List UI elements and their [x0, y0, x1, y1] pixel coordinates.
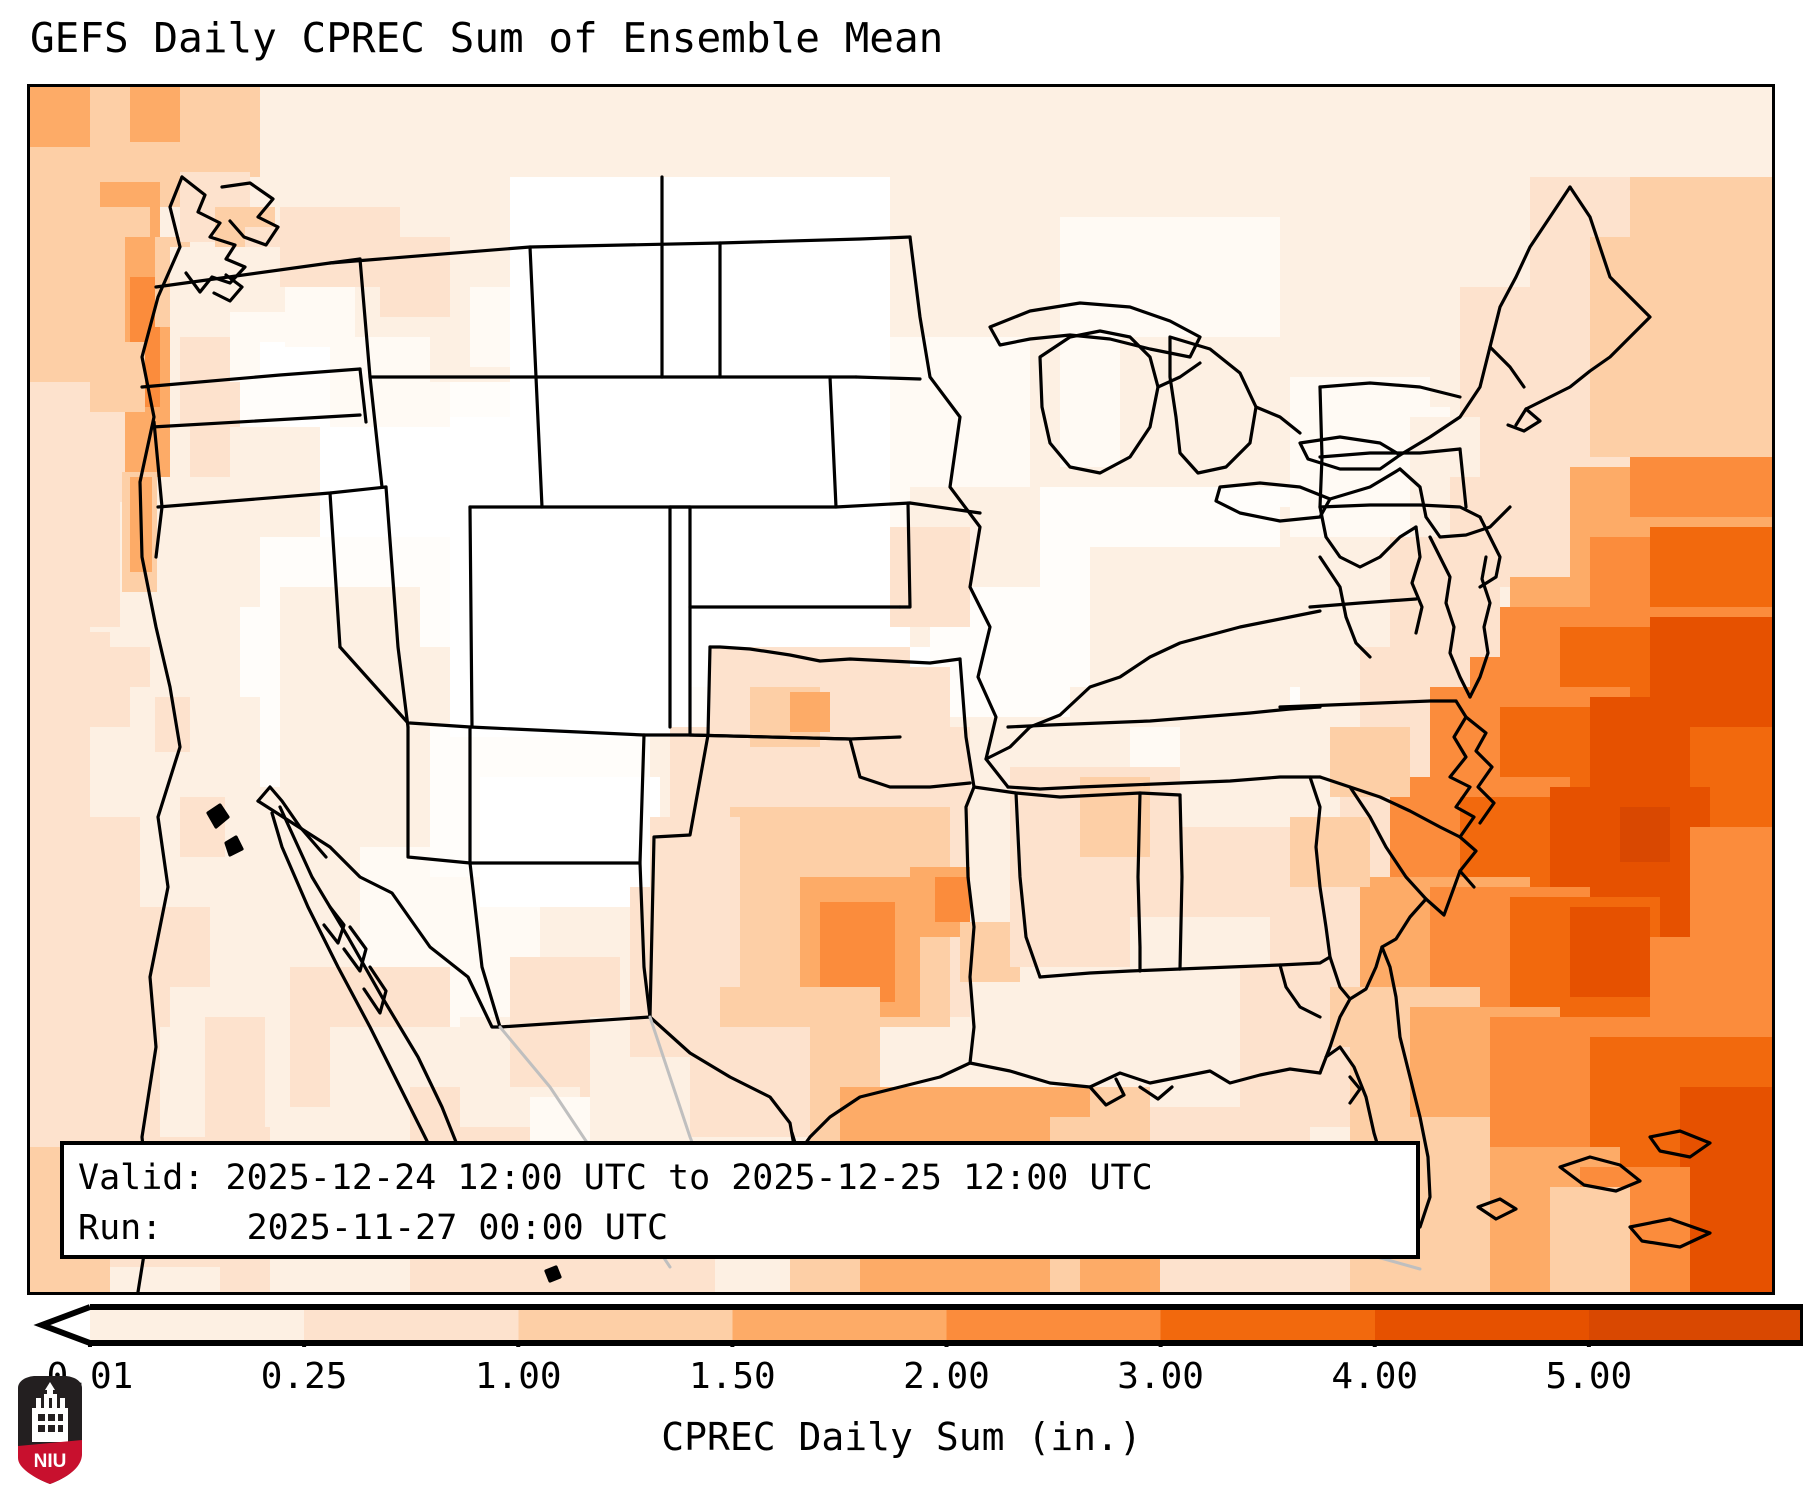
page-title: GEFS Daily CPREC Sum of Ensemble Mean — [30, 14, 944, 62]
precipitation-map — [30, 87, 1772, 1292]
map-panel — [27, 84, 1775, 1295]
colorbar-svg — [33, 1304, 1803, 1347]
colorbar-band — [732, 1307, 948, 1343]
run-time-line: Run: 2025-11-27 00:00 UTC — [78, 1208, 669, 1248]
niu-wordmark: NIU — [34, 1451, 67, 1472]
colorbar-tick-label: 2.00 — [903, 1356, 990, 1397]
colorbar-band — [518, 1307, 733, 1343]
colorbar-ticks — [88, 1343, 1591, 1347]
niu-castle-windows — [38, 1414, 63, 1432]
colorbar-tick-labels: 0.01 0.25 1.00 1.50 2.00 3.00 4.00 5.00 — [0, 1356, 1803, 1406]
colorbar-extend-min-arrow — [42, 1307, 90, 1343]
valid-time-line: Valid: 2025-12-24 12:00 UTC to 2025-12-2… — [78, 1158, 1153, 1198]
colorbar-bands — [45, 1307, 1803, 1343]
colorbar-tick-label: 0.25 — [260, 1356, 348, 1397]
colorbar-axis-title: CPREC Daily Sum (in.) — [661, 1415, 1142, 1459]
colorbar-band — [304, 1307, 519, 1343]
colorbar-band — [1160, 1307, 1376, 1343]
colorbar-tick-label: 5.00 — [1545, 1356, 1633, 1397]
colorbar-tick-label: 4.00 — [1331, 1356, 1419, 1397]
colorbar-band — [1588, 1307, 1803, 1343]
valid-run-info-box: Valid: 2025-12-24 12:00 UTC to 2025-12-2… — [60, 1141, 1420, 1259]
map-borders — [136, 175, 1712, 1292]
colorbar-band — [1374, 1307, 1590, 1343]
colorbar-tick-label: 1.50 — [689, 1356, 776, 1397]
colorbar[interactable] — [27, 1303, 1803, 1347]
colorbar-band — [946, 1307, 1162, 1343]
niu-banner — [18, 1440, 82, 1484]
colorbar-tick-label: 3.00 — [1117, 1356, 1204, 1397]
niu-logo: NIU — [18, 1376, 82, 1484]
colorbar-band — [90, 1307, 305, 1343]
colorbar-tick-label: 1.00 — [474, 1356, 562, 1397]
